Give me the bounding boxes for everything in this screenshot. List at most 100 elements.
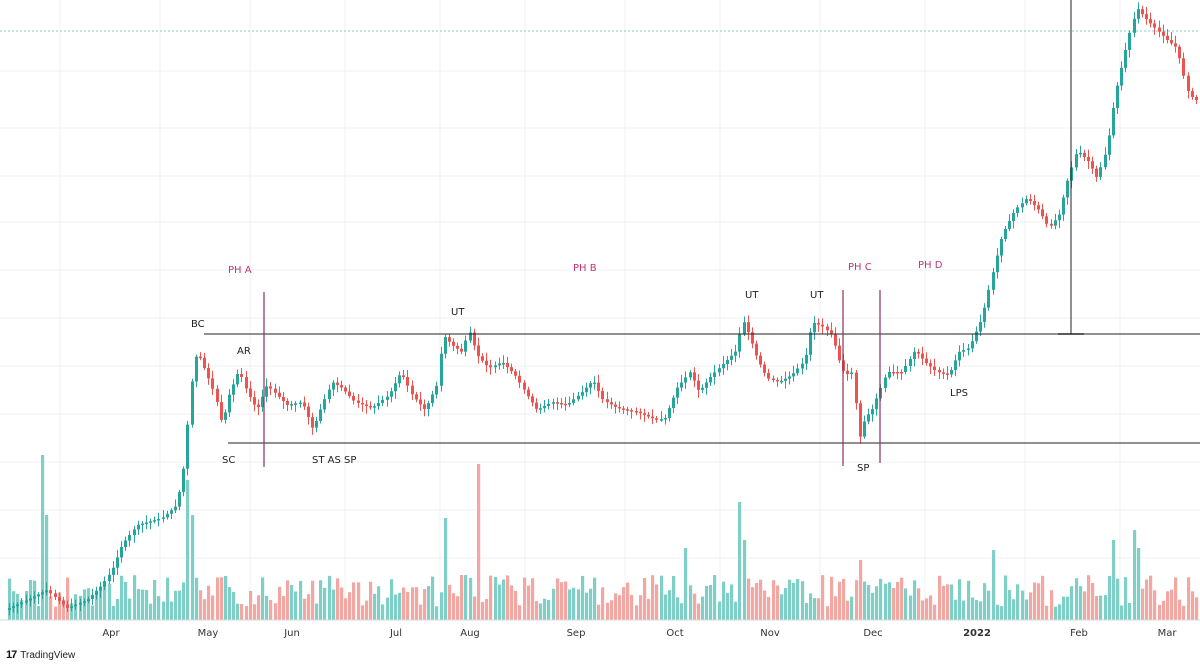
candle-body xyxy=(464,340,467,352)
x-tick-label-nov: Nov xyxy=(760,628,780,639)
candle-body xyxy=(672,397,675,408)
candle-body xyxy=(340,385,343,388)
candle-body xyxy=(527,389,530,397)
candle-body xyxy=(1162,31,1165,36)
volume-bar xyxy=(427,586,431,620)
volume-bar xyxy=(664,594,668,620)
volume-bar xyxy=(630,594,634,620)
x-tick-label-sep: Sep xyxy=(567,628,586,639)
volume-bar xyxy=(705,585,709,620)
candle-body xyxy=(137,524,140,530)
volume-bar xyxy=(112,605,116,620)
volume-bar xyxy=(651,575,655,620)
candle-body xyxy=(116,557,119,568)
volume-bar xyxy=(411,587,415,620)
volume-bar xyxy=(303,598,307,620)
volume-bar xyxy=(108,583,112,620)
volume-bar xyxy=(489,575,493,620)
volume-bar xyxy=(967,580,971,620)
candle-body xyxy=(54,593,57,598)
volume-bar xyxy=(1108,575,1112,620)
candle-body xyxy=(1191,91,1194,97)
candle-body xyxy=(701,387,704,390)
volume-bar xyxy=(606,602,610,620)
volume-bar xyxy=(618,595,622,620)
candle-body xyxy=(1087,157,1090,162)
volume-bar xyxy=(589,588,593,620)
annotation-st-as-sp: ST AS SP xyxy=(312,455,356,466)
candle-body xyxy=(133,529,136,535)
candle-body xyxy=(1187,75,1190,92)
volume-bar xyxy=(875,586,879,620)
volume-bar xyxy=(933,604,937,620)
volume-bar xyxy=(1091,582,1095,620)
volume-bar xyxy=(871,592,875,620)
volume-bar xyxy=(713,575,717,620)
volume-bar xyxy=(1162,600,1166,620)
candle-body xyxy=(45,590,48,593)
volume-bar xyxy=(888,582,892,620)
candle-body xyxy=(390,391,393,397)
x-tick-label-feb: Feb xyxy=(1070,628,1088,639)
candle-body xyxy=(157,518,160,521)
candle-body xyxy=(722,364,725,369)
volume-bar xyxy=(552,588,556,620)
candle-body xyxy=(199,356,202,359)
candle-body xyxy=(859,403,862,437)
candle-body xyxy=(1166,35,1169,40)
volume-bar xyxy=(655,584,659,620)
candle-body xyxy=(759,355,762,365)
candle-body xyxy=(925,358,928,364)
volume-bar xyxy=(610,600,614,620)
candle-body xyxy=(660,419,663,421)
volume-bar xyxy=(191,515,195,620)
candle-body xyxy=(971,341,974,349)
volume-bar xyxy=(444,518,448,620)
volume-bar xyxy=(730,584,734,620)
candle-body xyxy=(772,378,775,381)
candle-body xyxy=(328,389,331,400)
candle-body xyxy=(216,388,219,403)
candle-body xyxy=(846,370,849,375)
candle-body xyxy=(282,396,285,402)
volume-bar xyxy=(1112,540,1116,620)
candle-body xyxy=(348,391,351,397)
candle-body xyxy=(738,333,741,352)
volume-bar xyxy=(1187,577,1191,620)
volume-bar xyxy=(929,595,933,620)
volume-bar xyxy=(780,594,784,620)
candle-body xyxy=(929,363,932,367)
volume-bar xyxy=(54,606,58,620)
candle-body xyxy=(855,372,858,404)
volume-bar xyxy=(506,575,510,620)
candlestick-series xyxy=(8,2,1198,616)
candle-body xyxy=(987,289,990,308)
volume-bar xyxy=(859,560,863,620)
candle-body xyxy=(245,377,248,389)
candle-body xyxy=(875,398,878,410)
volume-bar xyxy=(1058,604,1062,620)
candle-body xyxy=(1137,9,1140,19)
volume-bar xyxy=(564,581,568,620)
candle-body xyxy=(718,368,721,373)
volume-bar xyxy=(726,592,730,620)
volume-bar xyxy=(975,599,979,620)
candle-body xyxy=(838,345,841,361)
candle-body xyxy=(610,402,613,405)
candle-body xyxy=(996,255,999,273)
volume-bar xyxy=(817,598,821,620)
candle-body xyxy=(568,402,571,405)
candle-body xyxy=(386,396,389,400)
volume-bar xyxy=(440,592,444,620)
candle-body xyxy=(950,369,953,375)
candle-body xyxy=(108,574,111,582)
volume-bar xyxy=(245,605,249,620)
candle-body xyxy=(676,387,679,398)
candle-body xyxy=(689,372,692,378)
candle-body xyxy=(805,354,808,364)
candle-body xyxy=(253,397,256,405)
candle-body xyxy=(697,380,700,390)
candle-body xyxy=(141,523,144,526)
volume-bar xyxy=(1120,605,1124,620)
